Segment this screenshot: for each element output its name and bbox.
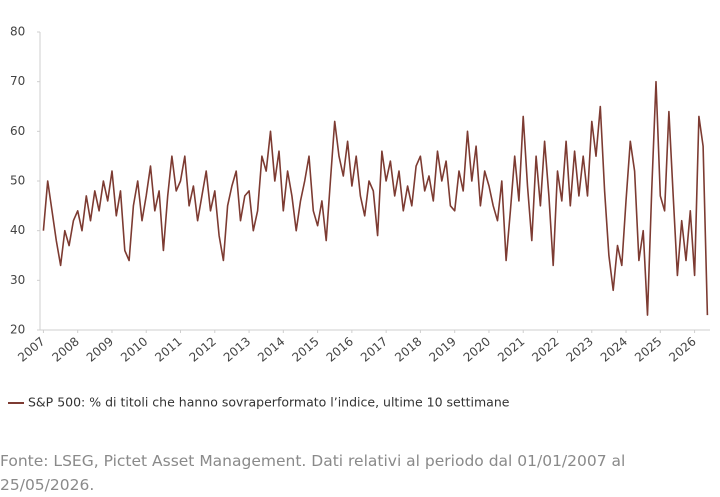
y-tick-label: 80 xyxy=(10,25,25,39)
y-tick-label: 60 xyxy=(10,124,25,138)
x-tick-label: 2022 xyxy=(529,334,561,364)
data-line xyxy=(42,80,709,316)
x-tick-label: 2023 xyxy=(564,334,596,364)
x-tick-label: 2011 xyxy=(152,334,184,364)
x-tick-label: 2020 xyxy=(461,334,493,364)
x-tick-label: 2016 xyxy=(324,334,356,364)
x-tick-label: 2007 xyxy=(15,334,47,364)
x-tick-label: 2025 xyxy=(632,334,664,364)
x-tick-label: 2024 xyxy=(598,334,630,364)
x-tick-label: 2021 xyxy=(495,334,527,364)
x-tick-label: 2017 xyxy=(358,334,390,364)
y-tick-label: 30 xyxy=(10,273,25,287)
x-tick-label: 2010 xyxy=(118,334,150,364)
x-tick-label: 2026 xyxy=(666,334,698,364)
y-tick-label: 50 xyxy=(10,174,25,188)
legend-label: S&P 500: % di titoli che hanno sovraperf… xyxy=(28,395,510,410)
x-tick-label: 2009 xyxy=(84,334,116,364)
x-tick-label: 2012 xyxy=(187,334,219,364)
x-tick-label: 2014 xyxy=(255,334,287,364)
x-tick-label: 2018 xyxy=(392,334,424,364)
x-tick-label: 2013 xyxy=(221,334,253,364)
x-tick-label: 2019 xyxy=(426,334,458,364)
x-tick-label: 2008 xyxy=(49,334,81,364)
source-note: Fonte: LSEG, Pictet Asset Management. Da… xyxy=(0,452,626,494)
y-tick-label: 70 xyxy=(10,74,25,88)
y-tick-label: 20 xyxy=(10,323,25,337)
y-tick-label: 40 xyxy=(10,223,25,237)
x-tick-label: 2015 xyxy=(289,334,321,364)
